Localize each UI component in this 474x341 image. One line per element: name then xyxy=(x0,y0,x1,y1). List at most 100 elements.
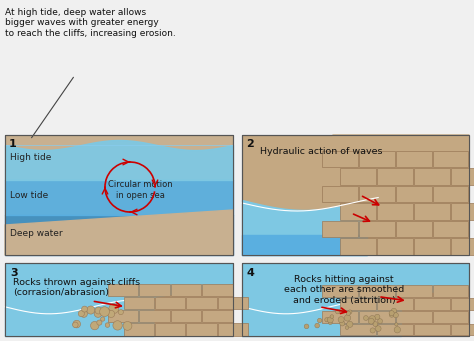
FancyBboxPatch shape xyxy=(451,324,474,336)
Text: 3: 3 xyxy=(10,268,18,278)
FancyBboxPatch shape xyxy=(202,310,233,322)
Circle shape xyxy=(118,310,123,315)
FancyBboxPatch shape xyxy=(359,150,395,167)
Circle shape xyxy=(328,317,333,323)
Circle shape xyxy=(318,318,322,323)
Circle shape xyxy=(370,328,375,333)
Circle shape xyxy=(95,307,102,314)
FancyBboxPatch shape xyxy=(377,203,413,220)
FancyBboxPatch shape xyxy=(396,186,432,202)
FancyBboxPatch shape xyxy=(322,186,358,202)
FancyBboxPatch shape xyxy=(139,310,170,322)
FancyBboxPatch shape xyxy=(340,203,376,220)
Circle shape xyxy=(100,317,105,321)
Polygon shape xyxy=(242,288,469,336)
FancyBboxPatch shape xyxy=(359,221,395,237)
Circle shape xyxy=(340,321,345,326)
Circle shape xyxy=(105,309,110,314)
Text: Rocks hitting against
each other are smoothed
and eroded (attrition): Rocks hitting against each other are smo… xyxy=(284,275,404,305)
Circle shape xyxy=(80,310,87,317)
FancyBboxPatch shape xyxy=(340,298,376,310)
FancyBboxPatch shape xyxy=(414,238,450,254)
FancyBboxPatch shape xyxy=(396,285,432,297)
Circle shape xyxy=(389,312,394,317)
Polygon shape xyxy=(333,135,469,255)
Circle shape xyxy=(389,311,394,316)
FancyBboxPatch shape xyxy=(340,238,376,254)
Circle shape xyxy=(346,321,353,327)
FancyBboxPatch shape xyxy=(414,324,450,336)
FancyBboxPatch shape xyxy=(396,311,432,323)
FancyBboxPatch shape xyxy=(108,310,138,322)
FancyBboxPatch shape xyxy=(322,311,358,323)
FancyBboxPatch shape xyxy=(433,150,468,167)
FancyBboxPatch shape xyxy=(124,297,154,309)
FancyBboxPatch shape xyxy=(359,285,395,297)
Circle shape xyxy=(330,315,334,318)
FancyBboxPatch shape xyxy=(139,284,170,296)
Circle shape xyxy=(109,304,118,313)
FancyBboxPatch shape xyxy=(171,310,201,322)
FancyBboxPatch shape xyxy=(340,324,376,336)
FancyBboxPatch shape xyxy=(155,297,185,309)
FancyBboxPatch shape xyxy=(171,284,201,296)
Circle shape xyxy=(374,314,380,320)
FancyBboxPatch shape xyxy=(451,168,474,184)
FancyBboxPatch shape xyxy=(377,324,413,336)
FancyBboxPatch shape xyxy=(396,150,432,167)
FancyBboxPatch shape xyxy=(414,168,450,184)
Circle shape xyxy=(395,323,398,326)
Circle shape xyxy=(338,316,344,323)
FancyBboxPatch shape xyxy=(5,263,233,336)
Circle shape xyxy=(364,316,368,321)
Circle shape xyxy=(113,321,122,330)
FancyBboxPatch shape xyxy=(396,221,432,237)
Circle shape xyxy=(91,322,99,330)
FancyBboxPatch shape xyxy=(218,323,248,336)
Circle shape xyxy=(82,306,88,312)
Text: 1: 1 xyxy=(9,139,17,149)
Circle shape xyxy=(105,323,110,327)
FancyBboxPatch shape xyxy=(451,238,474,254)
Circle shape xyxy=(345,326,349,329)
Circle shape xyxy=(394,327,401,333)
Polygon shape xyxy=(5,210,233,255)
Circle shape xyxy=(100,307,109,316)
Circle shape xyxy=(108,310,115,317)
Polygon shape xyxy=(5,285,233,336)
FancyBboxPatch shape xyxy=(242,135,469,255)
FancyBboxPatch shape xyxy=(377,238,413,254)
Circle shape xyxy=(375,326,381,331)
FancyBboxPatch shape xyxy=(433,186,468,202)
Text: Rocks thrown against cliffs
(corrasion/abrasion): Rocks thrown against cliffs (corrasion/a… xyxy=(13,278,140,297)
Circle shape xyxy=(97,320,102,325)
Circle shape xyxy=(369,315,375,322)
Text: Low tide: Low tide xyxy=(10,191,48,199)
Text: Deep water: Deep water xyxy=(10,228,63,237)
FancyBboxPatch shape xyxy=(322,150,358,167)
Circle shape xyxy=(378,319,383,324)
Circle shape xyxy=(315,323,319,328)
FancyBboxPatch shape xyxy=(433,221,468,237)
Circle shape xyxy=(73,320,81,328)
FancyBboxPatch shape xyxy=(377,168,413,184)
Circle shape xyxy=(393,313,399,318)
Circle shape xyxy=(325,317,329,322)
FancyBboxPatch shape xyxy=(414,203,450,220)
FancyBboxPatch shape xyxy=(202,284,233,296)
Circle shape xyxy=(344,315,351,321)
FancyBboxPatch shape xyxy=(124,323,154,336)
Circle shape xyxy=(78,311,84,317)
Circle shape xyxy=(73,322,78,328)
Circle shape xyxy=(336,310,340,314)
FancyBboxPatch shape xyxy=(186,297,217,309)
Text: Hydraulic action of waves: Hydraulic action of waves xyxy=(260,147,383,156)
FancyBboxPatch shape xyxy=(377,298,413,310)
Circle shape xyxy=(123,322,132,330)
Circle shape xyxy=(391,308,397,314)
Circle shape xyxy=(348,310,352,314)
Circle shape xyxy=(106,309,110,314)
FancyBboxPatch shape xyxy=(414,298,450,310)
FancyBboxPatch shape xyxy=(218,297,248,309)
FancyBboxPatch shape xyxy=(5,135,233,255)
